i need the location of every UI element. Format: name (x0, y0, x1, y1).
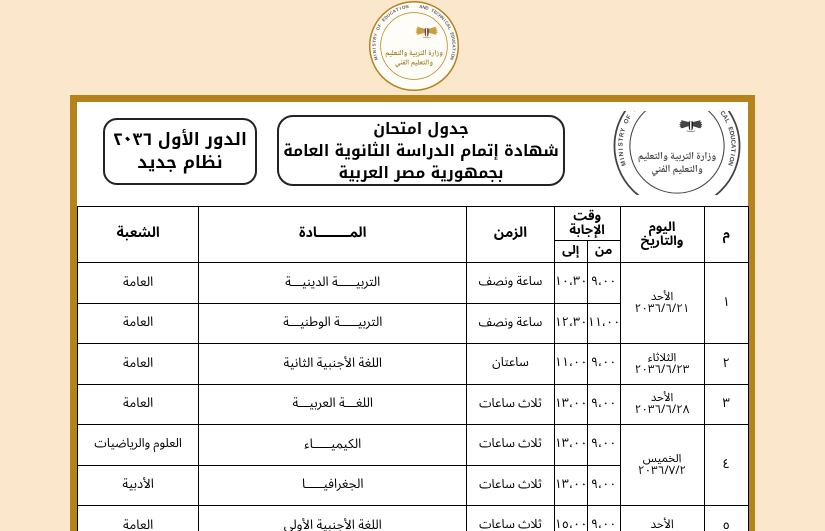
svg-text:E: E (631, 111, 639, 113)
svg-text:N: N (618, 151, 626, 157)
svg-text:والتعليم الفني: والتعليم الفني (651, 162, 703, 179)
svg-text:S: S (371, 43, 376, 46)
svg-text:Y: Y (619, 127, 627, 133)
svg-text:M: M (620, 160, 628, 167)
svg-text:والتعليم الفني: والتعليم الفني (395, 56, 433, 69)
svg-text:T: T (729, 148, 736, 153)
svg-text:I: I (619, 157, 626, 161)
svg-text:S: S (618, 142, 625, 146)
svg-text:N: N (726, 160, 734, 167)
svg-text:I: I (618, 148, 625, 150)
